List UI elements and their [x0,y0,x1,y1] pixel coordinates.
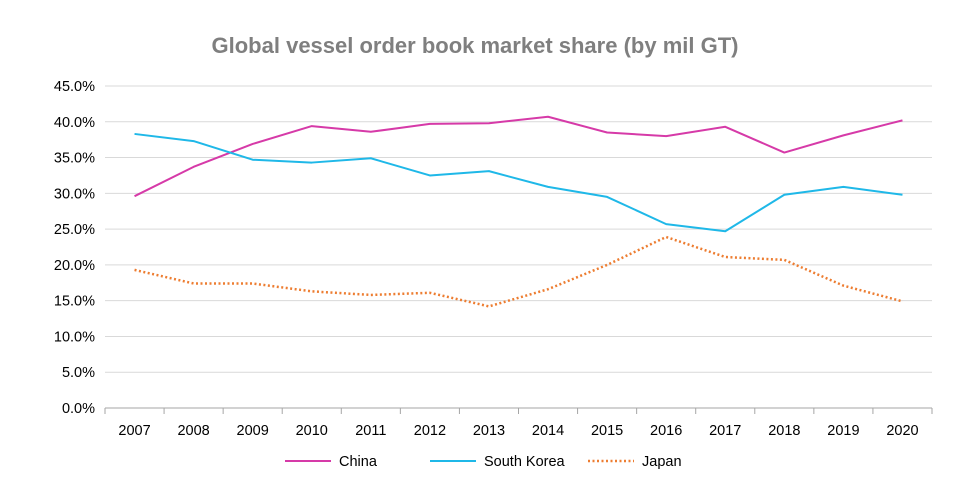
data-point-south-korea [842,186,844,188]
data-point-japan [901,300,903,302]
y-tick-label: 5.0% [62,365,95,381]
data-point-china [606,131,608,133]
legend-item-japan: Japan [588,454,682,470]
y-tick-label: 45.0% [54,79,95,95]
data-point-japan [547,288,549,290]
data-point-japan [842,284,844,286]
legend-label: South Korea [484,454,566,470]
x-tick-label: 2020 [886,423,918,439]
y-tick-label: 40.0% [54,115,95,131]
legend-item-south-korea: South Korea [430,454,566,470]
x-axis-tick-labels: 2007 2008 2009 2010 2011 2012 2013 2014 2015 2016… [118,423,918,439]
data-point-china [783,151,785,153]
data-point-japan [665,236,667,238]
data-point-japan [488,305,490,307]
chart-title: Global vessel order book market share (b… [212,33,739,58]
gridlines [105,85,932,373]
y-axis-tick-labels: 0.0% 5.0% 10.0% 15.0% 20.0% 25.0% 30.0% 35.0% 40… [54,79,95,417]
data-point-south-korea [783,194,785,196]
data-point-china [370,131,372,133]
data-point-south-korea [901,194,903,196]
y-tick-label: 35.0% [54,151,95,167]
data-point-japan [606,264,608,266]
x-tick-label: 2013 [473,423,505,439]
series-line-japan [134,235,903,308]
data-point-south-korea [488,170,490,172]
series-south-korea [133,132,903,233]
data-point-south-korea [547,186,549,188]
series-line-south-korea [134,132,903,233]
data-point-china [547,116,549,118]
y-tick-label: 25.0% [54,222,95,238]
data-point-china [133,195,135,197]
data-point-japan [251,282,253,284]
x-tick-label: 2014 [532,423,564,439]
data-point-japan [783,259,785,261]
x-tick-label: 2012 [414,423,446,439]
data-point-china [251,143,253,145]
data-point-china [901,119,903,121]
data-point-china [488,122,490,124]
series-lines [133,115,903,308]
data-point-china [724,126,726,128]
x-tick-label: 2007 [118,423,150,439]
data-point-south-korea [370,157,372,159]
data-point-japan [311,290,313,292]
series-china [133,115,903,198]
data-point-south-korea [192,140,194,142]
x-tick-label: 2008 [177,423,209,439]
data-point-south-korea [133,133,135,135]
y-tick-label: 10.0% [54,329,95,345]
data-point-japan [429,292,431,294]
x-tick-label: 2019 [827,423,859,439]
x-tick-label: 2017 [709,423,741,439]
x-tick-label: 2016 [650,423,682,439]
data-point-japan [133,269,135,271]
data-point-china [842,134,844,136]
data-point-china [311,125,313,127]
data-point-japan [724,256,726,258]
axes [104,407,933,414]
data-point-japan [370,294,372,296]
data-point-south-korea [606,196,608,198]
y-tick-label: 15.0% [54,294,95,310]
data-point-china [665,135,667,137]
legend-label: China [339,454,378,470]
legend: China South Korea Japan [285,454,682,470]
data-point-south-korea [429,174,431,176]
legend-label: Japan [642,454,682,470]
data-point-china [192,166,194,168]
data-point-china [429,123,431,125]
data-point-japan [192,282,194,284]
x-tick-label: 2015 [591,423,623,439]
y-tick-label: 30.0% [54,186,95,202]
data-point-south-korea [665,223,667,225]
data-point-south-korea [251,159,253,161]
x-tick-label: 2009 [237,423,269,439]
series-japan [133,235,903,308]
x-tick-label: 2018 [768,423,800,439]
data-point-south-korea [311,161,313,163]
legend-item-china: China [285,454,378,470]
data-point-south-korea [724,230,726,232]
x-tick-label: 2011 [355,423,386,439]
y-tick-label: 0.0% [62,401,95,417]
x-tick-label: 2010 [296,423,328,439]
series-line-china [134,115,903,198]
y-tick-label: 20.0% [54,258,95,274]
